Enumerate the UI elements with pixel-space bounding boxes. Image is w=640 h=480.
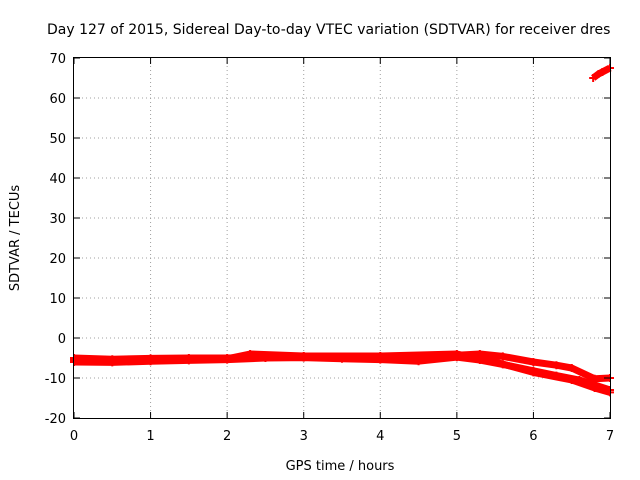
data-point [246, 350, 255, 358]
data-series [70, 64, 614, 397]
x-tick-label: 4 [376, 429, 384, 444]
data-point [552, 361, 561, 370]
data-point [598, 68, 607, 76]
data-point [529, 358, 538, 366]
data-point [491, 358, 500, 366]
y-tick-label: 40 [49, 172, 66, 187]
y-tick-label: 50 [49, 132, 66, 147]
x-axis-ticks: 0 1 2 3 4 5 6 7 [70, 58, 614, 444]
gridlines [74, 58, 610, 418]
y-tick-label: 60 [49, 92, 66, 107]
data-point [589, 74, 598, 82]
chart-title: Day 127 of 2015, Sidereal Day-to-day VTE… [47, 22, 610, 38]
y-tick-label: 20 [49, 252, 66, 267]
plot-frame [73, 57, 611, 419]
x-tick-label: 3 [300, 429, 308, 444]
y-tick-label: 10 [49, 292, 66, 307]
y-tick-label: -20 [45, 412, 66, 427]
data-point [376, 352, 385, 360]
y-tick-label: 0 [58, 332, 66, 347]
y-axis-label: SDTVAR / TECUs [8, 185, 23, 292]
data-point [529, 368, 538, 377]
y-tick-label: 30 [49, 212, 66, 227]
data-point [590, 384, 599, 392]
data-point [299, 352, 308, 360]
data-point [452, 350, 461, 358]
x-tick-label: 2 [223, 429, 231, 444]
x-tick-label: 6 [529, 429, 537, 444]
x-tick-label: 5 [453, 429, 461, 444]
data-point [567, 376, 576, 384]
x-tick-label: 1 [146, 429, 154, 444]
series-band-3 [73, 350, 611, 396]
y-axis-ticks: -20 -10 0 10 20 30 40 50 60 70 [45, 52, 610, 427]
y-tick-label: 70 [49, 52, 66, 67]
data-point [223, 354, 232, 363]
data-point [498, 352, 507, 361]
y-tick-label: -10 [45, 372, 66, 387]
data-point [567, 364, 576, 372]
x-axis-label: GPS time / hours [286, 459, 395, 474]
x-tick-label: 7 [606, 429, 614, 444]
x-tick-label: 0 [70, 429, 78, 444]
data-point [146, 355, 155, 364]
data-point [414, 357, 423, 366]
